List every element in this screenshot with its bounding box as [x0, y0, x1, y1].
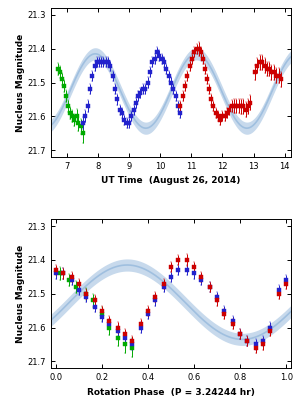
- X-axis label: UT Time  (August 26, 2014): UT Time (August 26, 2014): [101, 176, 241, 185]
- Y-axis label: Nucleus Magnitude: Nucleus Magnitude: [16, 34, 25, 132]
- X-axis label: Rotation Phase  (P = 3.24244 hr): Rotation Phase (P = 3.24244 hr): [87, 387, 255, 396]
- Y-axis label: Nucleus Magnitude: Nucleus Magnitude: [16, 245, 25, 343]
